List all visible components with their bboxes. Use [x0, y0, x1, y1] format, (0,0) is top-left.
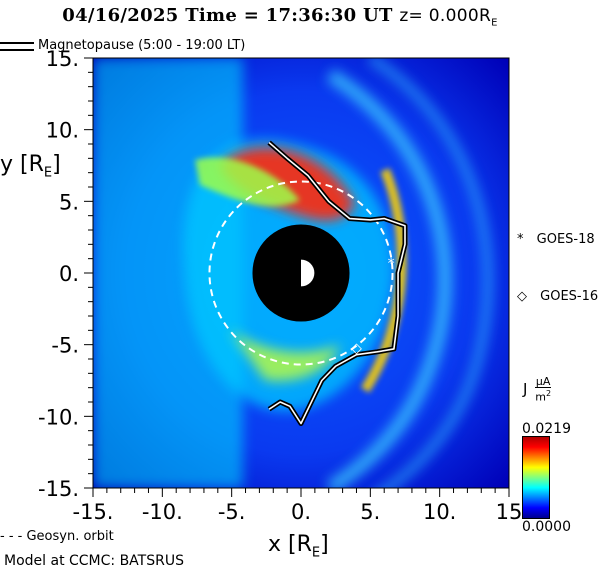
satellite-marker-goes-16: ◇: [351, 341, 362, 357]
x-axis-label: x [RE]: [268, 532, 329, 561]
geosync-legend-label: Geosyn. orbit: [26, 529, 114, 544]
goes-16-label: GOES-16: [540, 289, 599, 304]
geosync-legend: - - - Geosyn. orbit: [0, 529, 114, 544]
earth-nightside: [287, 259, 301, 287]
x-tick-label: 5.: [360, 500, 380, 524]
x-tick-label: 0.: [291, 500, 311, 524]
star-icon: *: [517, 232, 524, 247]
heatmap-green-arc-north: [195, 157, 300, 207]
colorbar-unit-den: m2: [535, 389, 552, 404]
heatmap-bow-shock-1: [326, 69, 453, 488]
magnetopause-line: [268, 141, 406, 425]
title-date: 04/16/2025: [62, 5, 179, 26]
y-tick-label: -15.: [38, 477, 79, 501]
heatmap-hotspot-dawn: [220, 147, 355, 221]
colorbar: [522, 436, 550, 519]
heatmap-bow-shock-2: [367, 58, 493, 488]
geosync-orbit-circle: [208, 180, 394, 366]
x-tick-label: 10.: [423, 500, 456, 524]
heatmap-field: *◇: [93, 58, 509, 488]
dashed-line-icon: - - -: [0, 529, 23, 544]
title-z: z= 0.000RE: [399, 6, 498, 29]
satellite-marker-goes-18: *: [388, 256, 395, 272]
title-time-value: 17:36:30 UT: [265, 5, 393, 26]
axis-tick-labels: -15. -10. -5. 0. 5. 10. 15 15. 10. 5. 0. -5. -10. -15…: [38, 47, 522, 524]
diamond-icon: ◇: [517, 289, 527, 304]
y-tick-label: 0.: [59, 262, 79, 286]
colorbar-min: 0.0000: [522, 519, 571, 535]
y-tick-label: 10.: [46, 119, 79, 143]
magnetopause-legend-line: [0, 42, 34, 51]
x-tick-label: 15: [496, 500, 523, 524]
heatmap-dayside-band: [360, 168, 407, 393]
title-time-label: Time: [185, 5, 238, 26]
heatmap-green-arc-south: [230, 330, 340, 381]
x-tick-label: -10.: [142, 500, 183, 524]
legend-goes-16: ◇ GOES-16: [517, 289, 598, 304]
y-tick-label: 15.: [46, 47, 79, 71]
plot-title: 04/16/2025 Time = 17:36:30 UT z= 0.000RE: [62, 5, 498, 29]
y-axis-label: y [RE]: [0, 152, 61, 181]
goes-18-label: GOES-18: [536, 232, 595, 247]
y-tick-label: -5.: [51, 334, 79, 358]
x-tick-label: -15.: [73, 500, 114, 524]
axis-ticks: [84, 57, 510, 497]
y-tick-label: 5.: [59, 190, 79, 214]
colorbar-title: J μA m2: [523, 375, 552, 404]
y-tick-label: -10.: [38, 405, 79, 429]
legend-goes-18: * GOES-18: [517, 232, 595, 247]
model-credit: Model at CCMC: BATSRUS: [4, 553, 184, 569]
colorbar-max: 0.0219: [522, 421, 571, 437]
magnetopause-legend-label: Magnetopause (5:00 - 19:00 LT): [38, 38, 246, 53]
satellite-markers: *◇: [351, 256, 395, 357]
x-tick-label: -5.: [218, 500, 246, 524]
colorbar-unit-num: μA: [535, 375, 552, 388]
